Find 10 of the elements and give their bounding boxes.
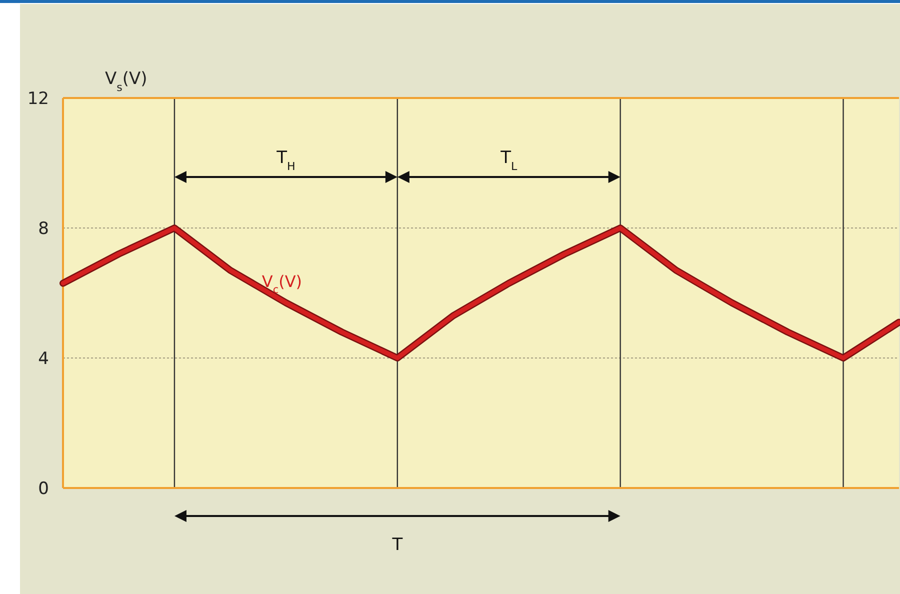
y-tick-label: 8 xyxy=(38,219,49,239)
annotation: T$_{H}$ xyxy=(276,148,296,172)
y-axis-title: V$_{s}$(V) xyxy=(105,69,148,94)
line-series xyxy=(60,224,900,362)
series-label: V$_{c}$(V) xyxy=(262,272,302,296)
y-tick-label: 12 xyxy=(27,89,49,109)
annotation: T$_{L}$ xyxy=(500,148,518,172)
y-tick-label: 4 xyxy=(38,349,49,369)
text: T xyxy=(391,535,404,555)
y-tick-label: 0 xyxy=(38,479,49,499)
